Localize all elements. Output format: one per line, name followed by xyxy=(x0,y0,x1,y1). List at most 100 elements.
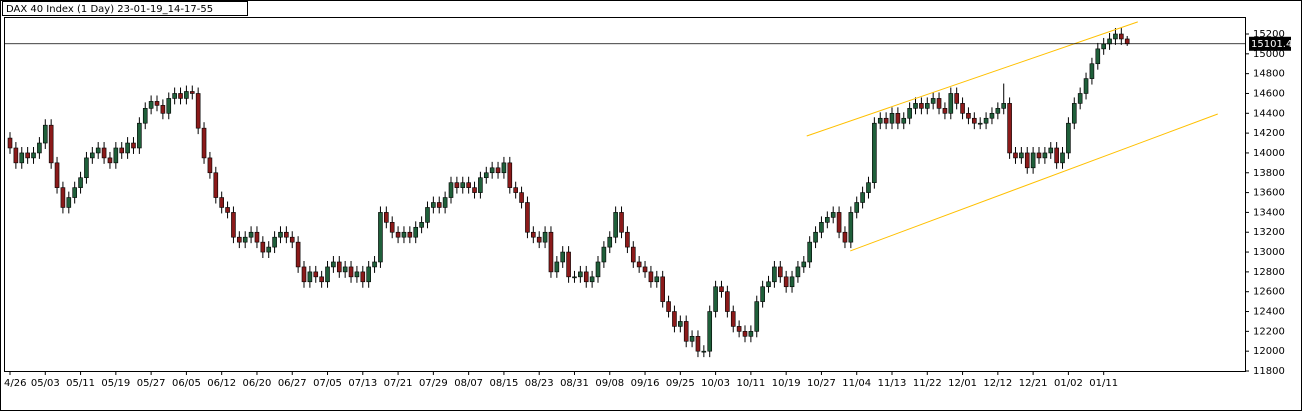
candle-body xyxy=(295,241,301,268)
candle-body xyxy=(425,207,430,223)
candle-body xyxy=(560,251,566,263)
candle-body xyxy=(913,103,918,109)
candle-body xyxy=(789,276,795,288)
candle-body xyxy=(966,112,971,119)
candle-body xyxy=(636,261,642,268)
candle-body xyxy=(242,236,248,243)
candle-body xyxy=(160,105,166,114)
y-tick-label: 13800 xyxy=(1253,168,1285,179)
candle-body xyxy=(1071,103,1077,124)
x-tick-label: 06/20 xyxy=(243,378,272,389)
candle-body xyxy=(1030,152,1036,169)
candle-body xyxy=(1060,152,1065,164)
candle-body xyxy=(237,236,242,243)
candle-body xyxy=(519,192,524,203)
candle-body xyxy=(919,103,924,109)
candle-body xyxy=(401,231,407,238)
chart-title: DAX 40 Index (1 Day) 23-01-19_14-17-55 xyxy=(6,4,213,15)
candle-body xyxy=(489,167,495,174)
x-tick-label: 10/27 xyxy=(807,378,836,389)
candle-body xyxy=(660,276,665,302)
candle-body xyxy=(613,212,618,238)
candle-body xyxy=(954,93,959,104)
candle-body xyxy=(1113,33,1118,40)
x-tick-label: 06/27 xyxy=(278,378,307,389)
candle-body xyxy=(960,103,965,114)
candle-body xyxy=(1089,63,1095,79)
candle-body xyxy=(254,231,260,243)
candle-body xyxy=(942,108,948,114)
candle-body xyxy=(542,231,548,243)
candle-body xyxy=(725,291,730,312)
y-tick-label: 14200 xyxy=(1253,128,1285,139)
candle-body xyxy=(284,231,289,238)
candle-body xyxy=(589,276,595,283)
candle-body xyxy=(54,162,60,188)
candle-body xyxy=(848,212,854,243)
candle-body xyxy=(719,286,724,293)
candle-body xyxy=(107,157,113,164)
candle-body xyxy=(977,122,983,125)
y-tick-label: 11800 xyxy=(1253,366,1285,377)
candle-body xyxy=(701,350,707,353)
candle-body xyxy=(619,212,624,233)
candle-body xyxy=(166,98,172,114)
candle-body xyxy=(1007,103,1012,154)
candle-body xyxy=(595,261,601,278)
candle-body xyxy=(525,202,530,233)
plot-area xyxy=(4,17,1246,372)
candle-body xyxy=(389,222,395,233)
y-tick-label: 14000 xyxy=(1253,148,1285,159)
y-tick-label: 13400 xyxy=(1253,207,1285,218)
candle-body xyxy=(583,271,589,283)
y-tick-label: 15200 xyxy=(1253,29,1285,40)
candle-body xyxy=(948,93,954,114)
candle-body xyxy=(495,167,501,174)
candle-body xyxy=(289,236,295,243)
candle-body xyxy=(1042,152,1048,159)
candle-body xyxy=(795,266,801,278)
y-tick-label: 14800 xyxy=(1253,69,1285,80)
x-tick-label: 11/13 xyxy=(878,378,907,389)
x-tick-label: 09/08 xyxy=(595,378,624,389)
candle-body xyxy=(1107,38,1112,45)
candle-body xyxy=(825,217,830,223)
candle-body xyxy=(219,197,224,208)
x-tick-label: 07/05 xyxy=(313,378,342,389)
candle-body xyxy=(1048,147,1054,154)
candle-body xyxy=(754,301,760,332)
candle-body xyxy=(1119,33,1124,40)
candle-body xyxy=(807,241,812,263)
x-tick-label: 07/29 xyxy=(419,378,448,389)
candle-body xyxy=(201,127,207,159)
candle-body xyxy=(419,222,424,228)
candle-body xyxy=(842,231,848,243)
candle-body xyxy=(572,276,577,279)
candle-body xyxy=(1077,93,1083,104)
candle-body xyxy=(648,271,654,283)
candle-body xyxy=(331,261,336,268)
candle-body xyxy=(860,192,865,203)
candle-body xyxy=(354,271,360,278)
x-tick-label: 07/21 xyxy=(384,378,413,389)
price-box xyxy=(1249,36,1291,51)
candle-body xyxy=(995,108,1001,114)
candle-body xyxy=(566,251,571,278)
candle-body xyxy=(801,261,807,268)
candle-body xyxy=(213,172,219,198)
candle-body xyxy=(448,182,454,198)
candle-body xyxy=(19,152,25,164)
candle-body xyxy=(760,286,765,302)
candle-body xyxy=(407,231,413,238)
y-tick-label: 12800 xyxy=(1253,267,1285,278)
candle-body xyxy=(672,311,677,327)
x-tick-label: 08/23 xyxy=(525,378,554,389)
candle-body xyxy=(207,157,213,174)
candle-body xyxy=(454,182,460,188)
candle-body xyxy=(325,266,330,283)
candle-body xyxy=(830,212,836,218)
candle-body xyxy=(1019,152,1024,159)
candle-body xyxy=(66,197,72,208)
candle-body xyxy=(989,112,995,119)
